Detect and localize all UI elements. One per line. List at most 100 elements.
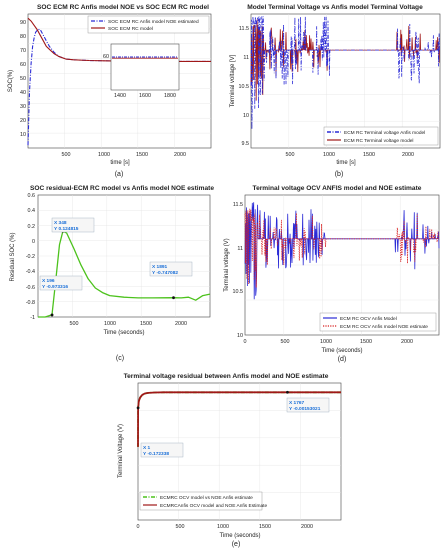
chart-c-xtick: 2000 — [175, 321, 187, 327]
chart-c-ytick: 0.2 — [28, 224, 36, 230]
chart-e-xlabel: Time (seconds) — [219, 533, 260, 539]
chart-a-ytick: 90 — [20, 20, 26, 26]
chart-c-datatip-box — [149, 261, 193, 277]
chart-a-inset: 60 1400 1600 1800 — [103, 43, 180, 99]
chart-e-legend: ECMRC OCV model vs NOE Anfis estimate EC… — [139, 491, 267, 511]
chart-c-datatip-x: X 1891 — [152, 264, 168, 270]
chart-a-ytick: 40 — [20, 90, 26, 96]
chart-d-ytick: 11.5 — [233, 202, 243, 208]
chart-a-legend-label-0: SOC ECM RC Anfis model NOE estimated — [108, 19, 199, 25]
chart-e-datatip-box — [140, 442, 184, 458]
chart-b-ytick: 10.5 — [239, 84, 250, 90]
chart-c-datatip-marker — [50, 313, 54, 317]
chart-a-xtick: 500 — [62, 152, 71, 158]
chart-e-caption: (e) — [232, 541, 241, 548]
chart-e: Terminal voltage residual between Anfis … — [118, 373, 342, 548]
chart-d-ytick: 10 — [237, 333, 243, 339]
chart-b-legend-label-0: ECM RC Terminal voltage Anfis model — [344, 130, 425, 136]
chart-c-series — [38, 230, 211, 318]
chart-c-datatip-y: Y -0.747082 — [152, 270, 178, 276]
chart-e-datatip-box — [286, 397, 330, 413]
chart-b-xticks: 500 1000 1500 2000 — [286, 152, 415, 158]
chart-a-caption: (a) — [115, 171, 124, 178]
chart-a-inset-xtick: 1600 — [139, 93, 151, 99]
chart-b-ytick: 9.5 — [242, 141, 250, 147]
chart-b-xtick: 2000 — [402, 152, 414, 158]
chart-e-datatip-marker — [286, 390, 289, 394]
chart-c-ytick: 0.4 — [28, 208, 36, 214]
chart-c-datatip-marker — [172, 296, 175, 300]
chart-b-legend-box — [323, 126, 439, 146]
chart-b-xtick: 1000 — [323, 152, 335, 158]
chart-e-xtick: 2000 — [301, 524, 313, 530]
chart-a-ytick: 80 — [20, 34, 26, 40]
chart-d-legend-box — [319, 312, 437, 332]
chart-a-inset-frame — [110, 43, 180, 91]
chart-a-inset-xtick: 1400 — [114, 93, 126, 99]
chart-a-xtick: 1000 — [98, 152, 110, 158]
chart-e-series — [137, 391, 341, 447]
chart-b-ytick: 11.5 — [239, 26, 249, 32]
chart-c-ytick: 0.6 — [28, 193, 36, 199]
chart-c-xtick: 500 — [70, 321, 79, 327]
chart-e-series-1 — [137, 391, 341, 447]
chart-a-series-0 — [27, 28, 211, 146]
chart-a-ytick: 20 — [20, 118, 26, 124]
chart-a-ytick: 60 — [20, 62, 26, 68]
chart-c: SOC residual-ECM RC model vs Anfis model… — [10, 185, 214, 362]
chart-a-xtick: 1500 — [136, 152, 148, 158]
chart-a-legend-label-1: SOC ECM RC model — [108, 26, 153, 32]
chart-d-xlabel: Time (seconds) — [321, 348, 362, 354]
chart-d-ytick: 11 — [237, 246, 243, 252]
chart-e-datatip-y: Y -0.00153021 — [289, 406, 321, 412]
chart-e-legend-label-1: ECMRCAnfis OCV model and NOE Anfis Estim… — [160, 503, 267, 509]
chart-b: Model Terminal Voltage vs Anfis model Te… — [230, 4, 441, 178]
chart-e-xtick: 500 — [176, 524, 185, 530]
chart-c-series-0 — [38, 230, 211, 318]
chart-a-ytick: 30 — [20, 104, 26, 110]
chart-a-inset-ytick: 60 — [103, 54, 109, 60]
chart-b-series — [250, 16, 440, 130]
chart-d-ytick: 10.5 — [233, 289, 244, 295]
chart-b-yticks: 9.5 10 10.5 11 11.5 — [239, 26, 250, 147]
chart-e-xticks: 0 500 1000 1500 2000 — [137, 524, 314, 530]
chart-d-yticks: 10 10.5 11 11.5 — [233, 202, 244, 339]
chart-d: Terminal voltage OCV ANFIS model and NOE… — [224, 185, 440, 363]
chart-b-series-0 — [250, 16, 440, 130]
chart-c-datatip-box — [39, 275, 83, 291]
chart-b-ytick: 10 — [243, 113, 249, 119]
chart-e-datatip-y: Y -0.172338 — [143, 451, 169, 457]
chart-b-title: Model Terminal Voltage vs Anfis model Te… — [247, 4, 423, 11]
chart-d-series-1 — [244, 208, 439, 288]
chart-c-xlabel: Time (seconds) — [103, 330, 144, 336]
chart-a-ytick: 70 — [20, 48, 26, 54]
chart-d-ylabel: Terminal voltage (V) — [224, 238, 230, 291]
chart-a-xtick: 2000 — [174, 152, 186, 158]
chart-d-xtick: 1000 — [320, 339, 332, 345]
chart-d-gridlines — [245, 195, 439, 335]
chart-e-legend-box — [139, 491, 263, 511]
chart-c-datatip-y: Y 0.124815 — [54, 226, 79, 232]
chart-e-datatip-x: X 1767 — [289, 400, 305, 406]
chart-a-xlabel: time [s] — [110, 160, 130, 166]
chart-d-legend-label-0: ECM RC OCV Anfis Model — [340, 316, 397, 322]
chart-a-ytick: 50 — [20, 76, 26, 82]
chart-b-xtick: 1500 — [363, 152, 375, 158]
chart-c-ytick: -0.8 — [26, 300, 35, 306]
chart-b-xtick: 500 — [286, 152, 295, 158]
chart-a-legend: SOC ECM RC Anfis model NOE estimated SOC… — [87, 15, 210, 34]
chart-c-ylabel: Residual SOC (%) — [10, 232, 16, 281]
chart-d-title: Terminal voltage OCV ANFIS model and NOE… — [253, 185, 422, 192]
chart-d-xtick: 2000 — [401, 339, 413, 345]
chart-b-xlabel: time [s] — [336, 160, 356, 166]
chart-c-yticks: 0.6 0.4 0.2 0 -0.2 -0.4 -0.6 -0.8 -1 — [26, 193, 35, 321]
chart-d-series — [244, 202, 440, 300]
chart-e-xtick: 0 — [137, 524, 140, 530]
chart-c-datatip-x: X 196 — [42, 278, 55, 284]
chart-c-datatip-y: Y -0.973316 — [42, 284, 68, 290]
chart-d-xtick: 500 — [281, 339, 290, 345]
chart-e-xtick: 1000 — [217, 524, 229, 530]
